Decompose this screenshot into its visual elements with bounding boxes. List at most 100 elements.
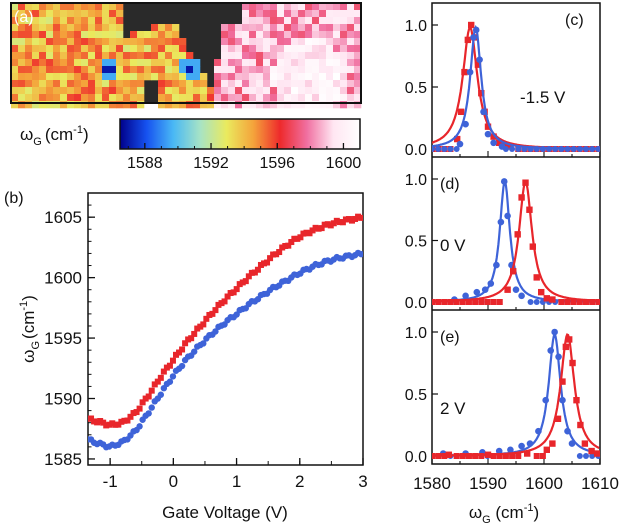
- map-pixel: [46, 3, 54, 11]
- map-pixel: [326, 66, 334, 74]
- map-pixel: [291, 31, 299, 39]
- map-pixel: [81, 94, 89, 102]
- map-pixel: [165, 31, 173, 39]
- map-pixel: [312, 10, 320, 18]
- map-pixel: [249, 80, 257, 88]
- map-pixel: [179, 45, 187, 53]
- map-pixel: [11, 73, 19, 81]
- map-pixel: [95, 59, 103, 67]
- map-pixel: [130, 52, 138, 60]
- map-pixel: [333, 73, 341, 81]
- data-point-red: [490, 133, 497, 140]
- data-point-blue: [178, 362, 186, 370]
- colorbar-label-close: ): [83, 125, 89, 144]
- map-pixel: [88, 38, 96, 46]
- data-point-red: [264, 259, 271, 266]
- baseline-point-red: [435, 453, 442, 459]
- map-pixel: [158, 66, 166, 74]
- map-pixel: [333, 52, 341, 60]
- data-point-red: [279, 244, 286, 251]
- map-pixel: [277, 73, 285, 81]
- map-pixel: [46, 73, 54, 81]
- data-point-blue: [518, 292, 525, 300]
- map-pixel: [137, 94, 145, 102]
- data-point-blue: [191, 348, 198, 355]
- map-pixel: [95, 94, 103, 102]
- map-pixel: [354, 38, 362, 46]
- map-pixel: [305, 17, 313, 25]
- map-pixel: [67, 10, 75, 18]
- map-pixel: [39, 66, 47, 74]
- map-pixel: [354, 59, 362, 67]
- map-pixel: [11, 31, 19, 39]
- data-point-red: [188, 335, 195, 342]
- panel-label-d: (d): [440, 176, 460, 193]
- data-point-blue: [551, 328, 558, 336]
- data-point-red: [529, 243, 536, 250]
- fit-curve-red: [432, 26, 600, 150]
- map-pixel: [95, 45, 103, 53]
- baseline-point-red: [435, 299, 442, 305]
- fit-curve-red: [432, 333, 600, 457]
- map-pixel: [305, 31, 313, 39]
- data-point-blue: [472, 26, 480, 34]
- map-pixel: [18, 31, 26, 39]
- data-point-red: [248, 269, 255, 276]
- baseline-point-red: [509, 453, 516, 459]
- baseline-point-blue: [515, 146, 522, 152]
- map-pixel: [18, 87, 26, 95]
- map-pixel: [340, 24, 348, 32]
- map-pixel: [277, 38, 285, 46]
- map-pixel: [305, 101, 313, 109]
- svg-text:ωG(cm-1): ωG(cm-1): [18, 295, 42, 363]
- map-pixel: [291, 24, 299, 32]
- map-pixel: [333, 31, 341, 39]
- data-point-red: [112, 421, 119, 428]
- map-pixel: [102, 24, 110, 32]
- data-point-red: [285, 242, 292, 249]
- map-pixel: [46, 59, 54, 67]
- map-pixel: [284, 10, 292, 18]
- map-pixel: [25, 31, 33, 39]
- map-pixel: [123, 66, 131, 74]
- data-point-blue: [145, 410, 152, 417]
- map-pixel: [18, 17, 26, 25]
- map-pixel: [60, 17, 68, 25]
- annotation-e: 2 V: [440, 399, 466, 418]
- map-pixel: [347, 80, 355, 88]
- map-pixel: [354, 17, 362, 25]
- map-pixel: [53, 17, 61, 25]
- plot-e-xtick-label: 1590: [469, 474, 507, 493]
- plot-b-ytick-label: 1605: [44, 208, 82, 227]
- data-point-red: [312, 224, 319, 231]
- data-point-red: [352, 215, 359, 222]
- map-pixel: [109, 31, 117, 39]
- fit-curve-blue: [432, 24, 600, 150]
- map-pixel: [25, 87, 33, 95]
- map-pixel: [256, 66, 264, 74]
- map-pixel: [179, 66, 187, 74]
- map-pixel: [102, 101, 110, 109]
- data-point-red: [554, 415, 562, 422]
- data-point-red: [562, 343, 570, 351]
- map-pixel: [256, 17, 264, 25]
- map-pixel: [284, 87, 292, 95]
- map-pixel: [221, 38, 229, 46]
- map-pixel: [11, 38, 19, 46]
- map-pixel: [123, 38, 131, 46]
- map-pixel: [263, 52, 271, 60]
- map-pixel: [214, 80, 222, 88]
- map-pixel: [81, 10, 89, 18]
- data-point-red: [200, 321, 207, 328]
- map-pixel: [312, 87, 320, 95]
- map-pixel: [319, 59, 327, 67]
- map-pixel: [165, 73, 173, 81]
- data-point-blue: [500, 178, 508, 185]
- map-pixel: [32, 101, 40, 109]
- data-point-red: [206, 311, 213, 318]
- map-pixel: [333, 101, 341, 109]
- map-pixel: [249, 94, 257, 102]
- map-pixel: [235, 87, 243, 95]
- map-pixel: [11, 45, 19, 53]
- map-pixel: [67, 31, 75, 39]
